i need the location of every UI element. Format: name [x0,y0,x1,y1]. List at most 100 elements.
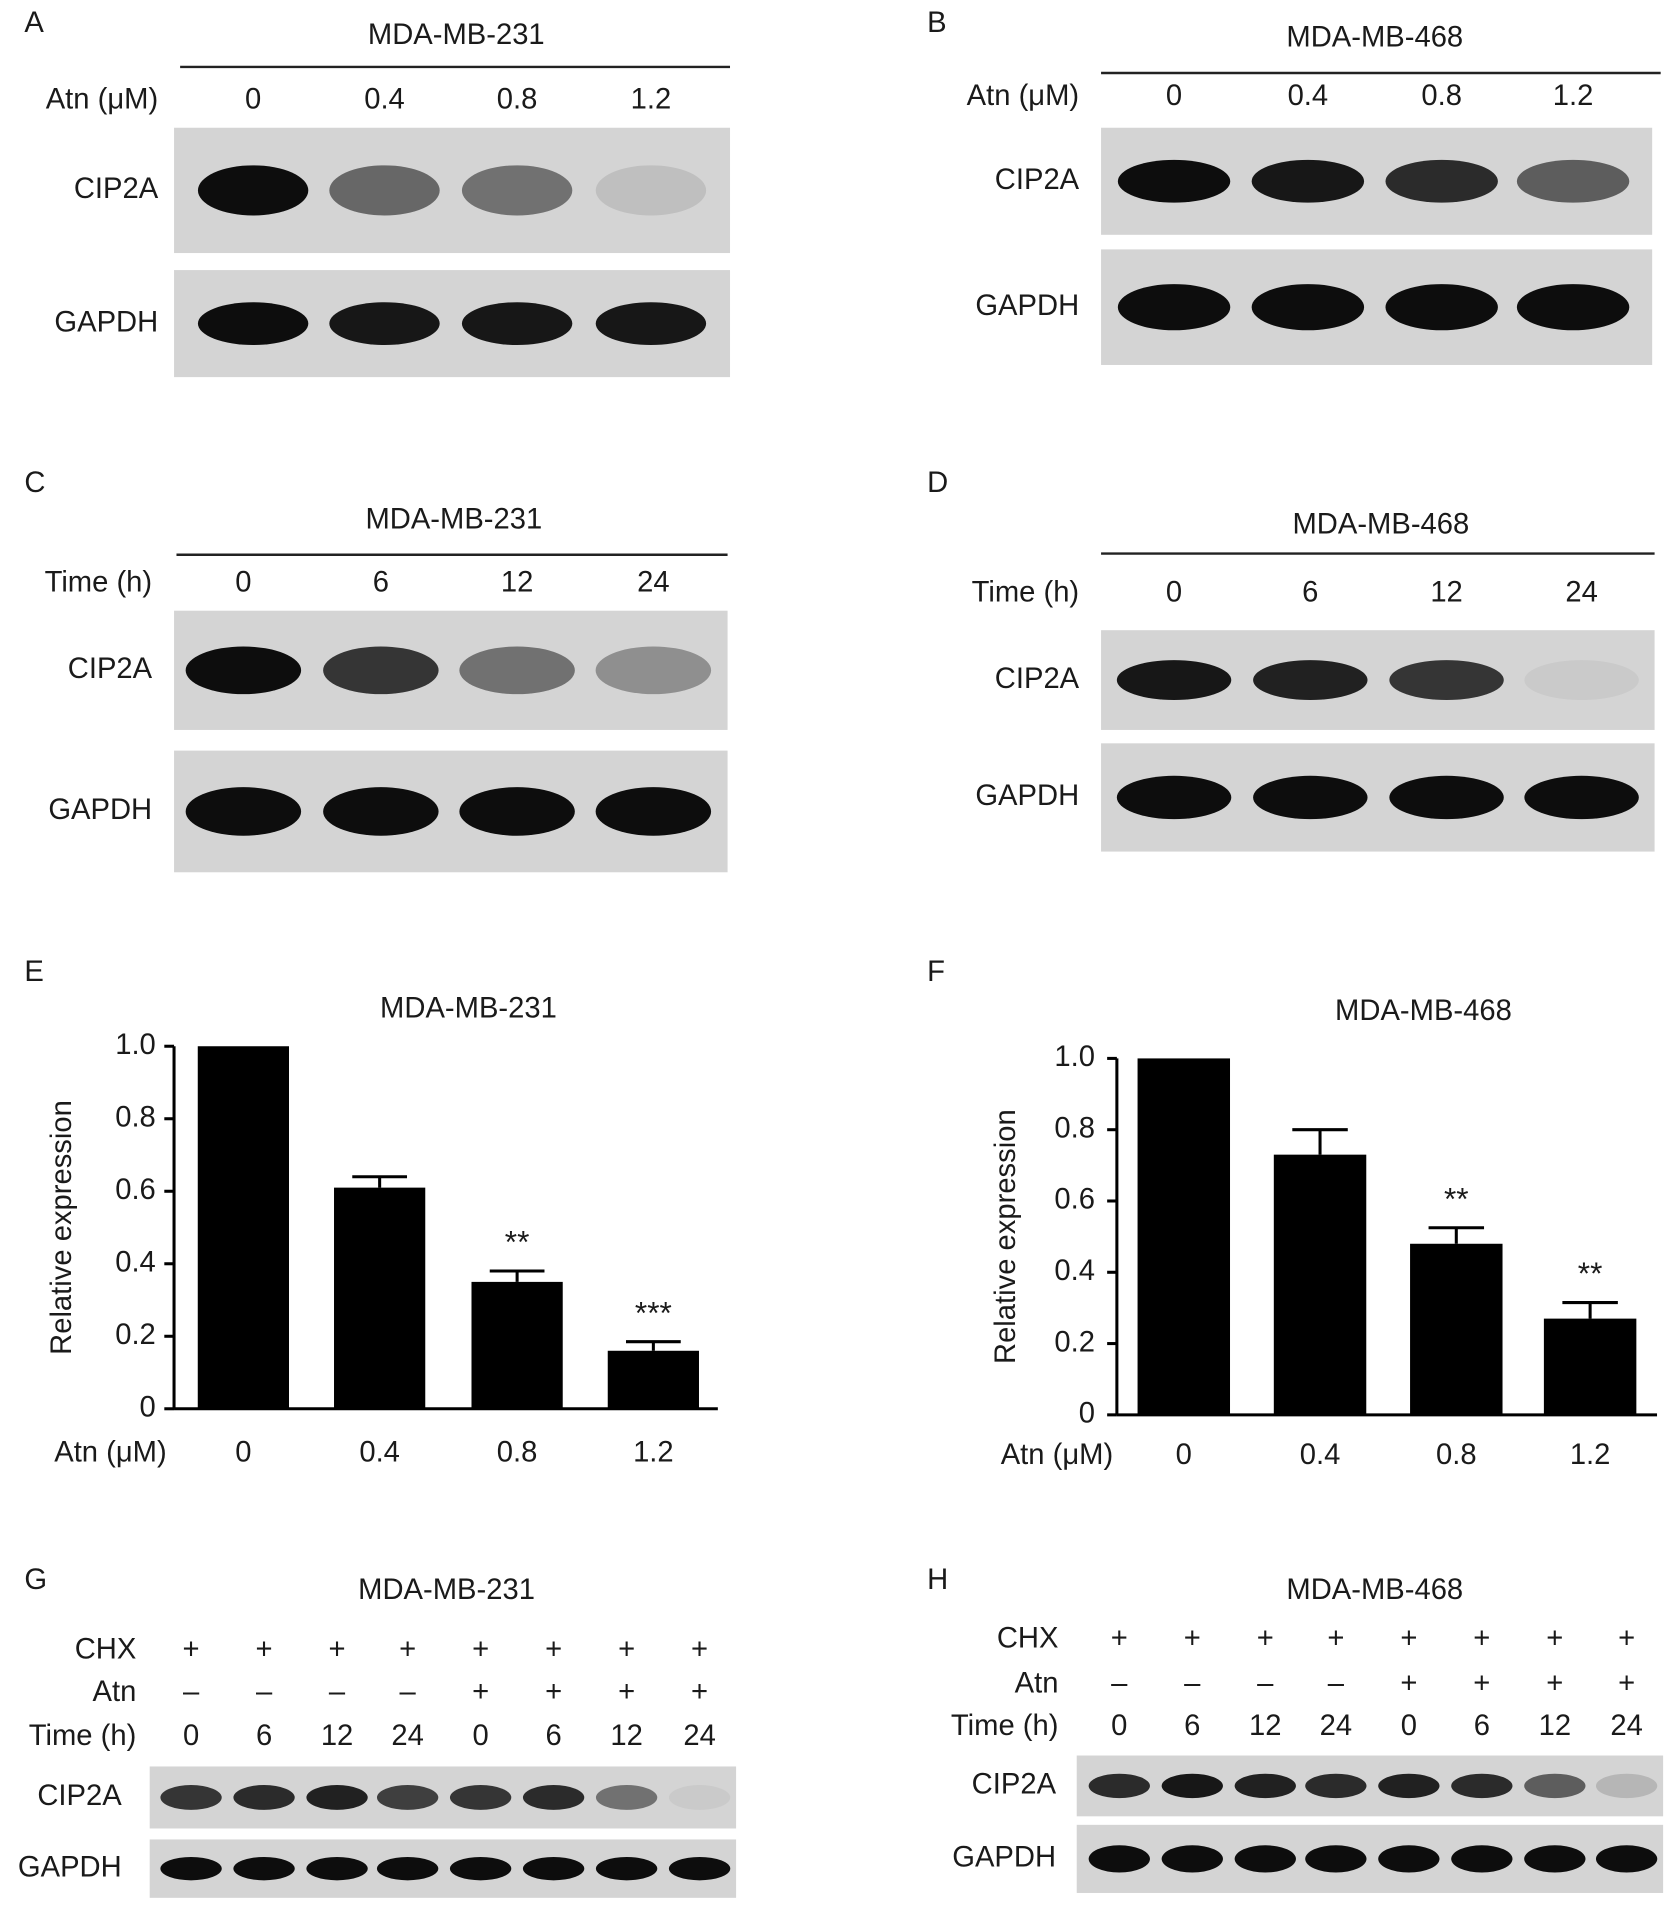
lane-label: 24 [683,1720,715,1752]
band [459,787,575,836]
row-label: CIP2A [74,173,159,205]
row-label: GAPDH [18,1851,122,1883]
band [461,302,573,346]
cell-line-title: MDA-MB-231 [368,19,545,51]
row-label: CIP2A [68,653,153,685]
band [1524,775,1639,820]
lane-label: 12 [501,567,533,599]
lane-label: + [1618,1623,1635,1655]
band [233,1785,295,1810]
lane-label: + [1546,1623,1563,1655]
band [160,1856,222,1881]
band [459,646,575,695]
band [1116,660,1232,701]
lane-label: – [256,1676,273,1708]
bar [471,1281,563,1409]
lane-label: 1.2 [1553,80,1594,112]
cell-line-title: MDA-MB-231 [358,1574,535,1606]
lane-label: + [1257,1623,1274,1655]
bar [1273,1154,1367,1415]
row-label: CIP2A [972,1769,1057,1801]
lane-label: + [399,1634,416,1666]
band [1305,1845,1367,1873]
band [1595,1773,1658,1799]
x-tick-label: 0.4 [359,1436,400,1468]
band [329,302,440,346]
y-tick-label: 1.0 [115,1029,156,1061]
band [1253,660,1368,701]
bar [1543,1318,1637,1415]
row-label: CIP2A [995,663,1080,695]
cell-line-title: MDA-MB-468 [1286,22,1463,54]
condition-label: CHX [997,1623,1059,1655]
band [1253,775,1368,820]
lane-label: 0 [245,84,261,116]
condition-label: Time (h) [972,576,1080,608]
band [449,1856,512,1881]
band [595,1785,658,1810]
lane-label: 0.8 [497,84,538,116]
band [1595,1845,1658,1873]
band [197,165,309,216]
band [185,787,302,836]
blot-panel: D MDA-MB-468 Time (h) 0 6 12 24 CIP2A GAPDH [927,467,1655,852]
lane-label: + [1184,1623,1201,1655]
lane-label: + [1546,1668,1563,1700]
band [1389,775,1504,820]
row-label: GAPDH [48,794,152,826]
lane-label: + [1111,1623,1128,1655]
band [185,646,302,695]
bar-chart: E MDA-MB-231 0 0.2 0.4 0.6 0.8 1.0 Relative expr… [24,956,718,1468]
row-label: CIP2A [995,164,1080,196]
lane-label: 6 [545,1720,561,1752]
x-tick-label: 0.8 [1436,1439,1477,1471]
band [1516,284,1630,331]
row-label: GAPDH [54,306,158,338]
band [1116,775,1232,820]
lane-label: – [1328,1668,1345,1700]
band [1524,1845,1586,1873]
bar [607,1350,699,1409]
panel-label: F [927,956,945,988]
band [668,1856,731,1881]
x-tick-label: 0.4 [1300,1439,1341,1471]
band [595,787,712,836]
band [1524,660,1639,701]
band [1385,284,1498,331]
lane-label: 6 [1184,1710,1200,1742]
condition-label: Atn [1015,1668,1059,1700]
band [1516,159,1630,203]
panel-label: A [24,7,44,39]
lane-label: 24 [1320,1710,1352,1742]
x-tick-label: 0 [235,1436,251,1468]
row-label: GAPDH [975,290,1079,322]
band [1161,1773,1223,1799]
lane-label: 6 [1474,1710,1490,1742]
band [1088,1773,1150,1799]
lane-label: 12 [321,1720,353,1752]
lane-label: – [329,1676,346,1708]
significance: ** [1444,1180,1469,1216]
band [595,1856,658,1881]
bar-chart: F MDA-MB-468 0 0.2 0.4 0.6 0.8 1.0 Relative expr… [927,956,1658,1471]
lane-label: 6 [1302,576,1318,608]
lane-label: 24 [637,567,669,599]
bar [1137,1058,1231,1415]
condition-label: Atn (μM) [46,84,159,116]
condition-label: Time (h) [45,567,153,599]
lane-label: 0 [1401,1710,1417,1742]
lane-label: 0.4 [1288,80,1329,112]
band [160,1785,222,1810]
band [1385,159,1498,203]
band [522,1856,585,1881]
y-tick-label: 0.4 [115,1246,156,1278]
lane-label: 0 [472,1720,488,1752]
y-tick-label: 0.2 [115,1319,156,1351]
lane-label: – [1257,1668,1274,1700]
band [1378,1845,1440,1873]
lane-label: 12 [1539,1710,1571,1742]
condition-label: Time (h) [29,1720,137,1752]
lane-label: – [183,1676,200,1708]
blot-panel: B MDA-MB-468 Atn (μM) 0 0.4 0.8 1.2 CIP2A GAPDH [927,7,1661,365]
band [595,165,707,216]
